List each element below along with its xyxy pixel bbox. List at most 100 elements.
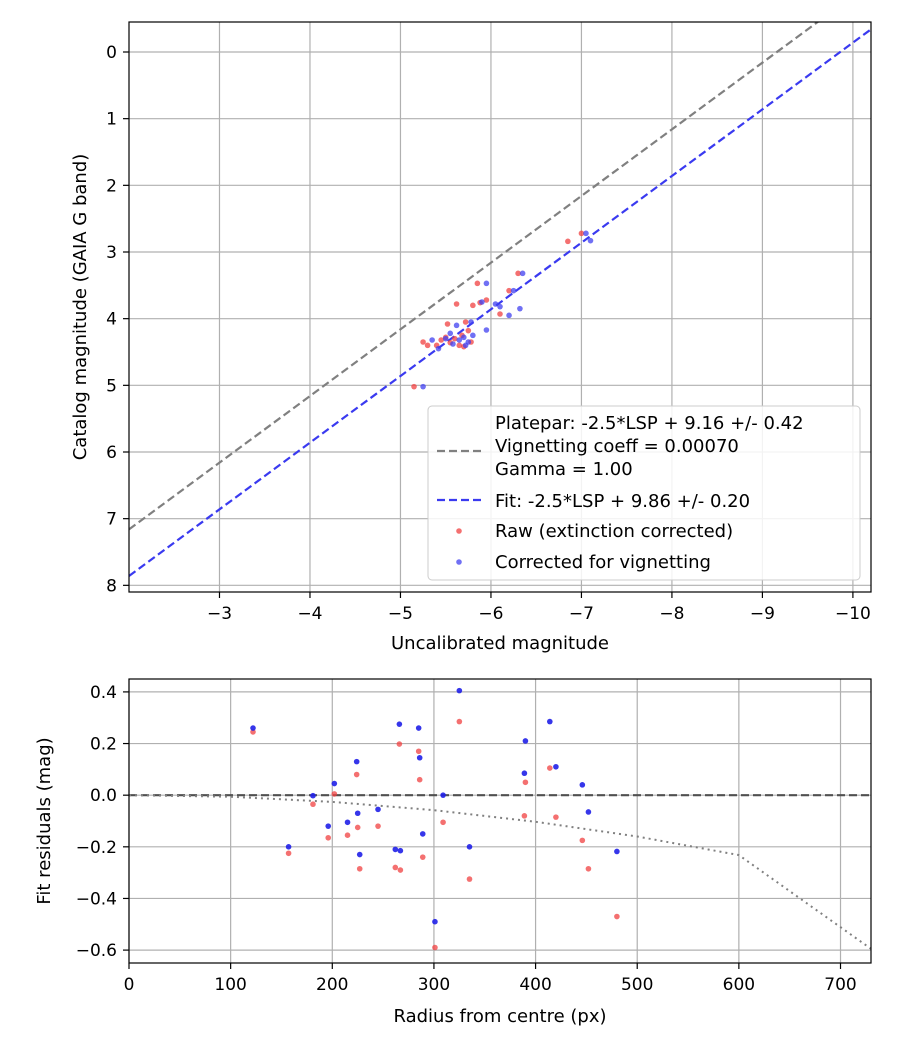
legend-platepar-label-line2: Vignetting coeff = 0.00070: [495, 436, 739, 457]
top-corrected-point: [510, 287, 517, 294]
bottom-raw-point: [354, 824, 361, 831]
top-legend: Platepar: -2.5*LSP + 9.16 +/- 0.42 Vigne…: [427, 405, 861, 581]
top-y-tick-label: 1: [106, 110, 117, 130]
legend-platepar-label-line3: Gamma = 1.00: [495, 459, 633, 480]
top-corrected-point: [483, 327, 490, 333]
bottom-raw-point: [432, 944, 438, 951]
bottom-raw-point: [392, 864, 399, 871]
bottom-corrected-point: [353, 758, 360, 765]
bottom-corrected-point: [250, 725, 256, 731]
bottom-corrected-point: [440, 792, 446, 798]
bottom-corrected-point: [310, 792, 316, 799]
top-raw-point: [483, 297, 490, 303]
top-y-tick-label: 5: [106, 376, 117, 396]
legend-raw-label: Raw (extinction corrected): [495, 521, 733, 542]
top-x-tick-label: −6: [478, 604, 503, 624]
bottom-y-tick-label: −0.2: [76, 838, 117, 858]
magnitude-calibration-chart: −3 −4 −5 −6 −7 −8 −9 −10 0 1 2 3 4 5 6 7 8 Uncalibrated…: [70, 21, 872, 654]
top-y-tick-label: 7: [106, 510, 117, 530]
top-y-tick-label: 8: [106, 576, 117, 596]
top-raw-point: [470, 302, 476, 309]
bottom-raw-point: [310, 801, 316, 808]
top-y-axis-label: Catalog magnitude (GAIA G band): [70, 154, 91, 461]
top-raw-point: [456, 342, 463, 349]
top-y-tick-label: 2: [106, 176, 117, 196]
bottom-x-tick-label: 300: [418, 975, 450, 995]
legend-fit-label: Fit: -2.5*LSP + 9.86 +/- 0.20: [495, 491, 750, 512]
bottom-corrected-point: [325, 823, 332, 829]
bottom-raw-point: [419, 854, 426, 860]
legend-corrected-label: Corrected for vignetting: [495, 552, 711, 573]
bottom-raw-point: [456, 718, 463, 725]
top-corrected-point: [450, 341, 456, 347]
bottom-raw-point: [344, 832, 351, 838]
top-raw-point: [462, 319, 469, 325]
bottom-raw-point: [522, 779, 529, 786]
top-raw-point: [451, 335, 458, 342]
bottom-corrected-point: [397, 847, 404, 854]
top-raw-point: [515, 270, 521, 277]
top-raw-point: [444, 321, 451, 327]
bottom-x-tick-label: 100: [214, 975, 246, 995]
top-y-tick-label: 0: [106, 43, 117, 63]
top-x-tick-label: −7: [569, 604, 594, 624]
top-corrected-point: [497, 303, 503, 310]
bottom-raw-point: [353, 771, 360, 778]
top-raw-point: [420, 339, 426, 345]
top-corrected-point: [468, 319, 474, 325]
bottom-corrected-point: [585, 809, 592, 815]
bottom-raw-point: [375, 823, 381, 829]
top-raw-point: [578, 230, 585, 237]
top-x-tick-label: −8: [659, 604, 684, 624]
fit-residuals-chart: 0 100 200 300 400 500 600 700 0.4 0.2 0.0 −0.2 −0.4…: [34, 678, 872, 1027]
top-x-tick-label: −5: [388, 604, 413, 624]
top-platepar-line: [129, 22, 820, 531]
bottom-raw-point: [397, 867, 404, 873]
legend-raw-marker: [456, 528, 462, 534]
bottom-x-tick-label: 600: [723, 975, 755, 995]
bottom-x-tick-label: 0: [124, 975, 135, 995]
top-fit-line: [129, 28, 871, 577]
bottom-corrected-point: [285, 844, 292, 850]
bottom-raw-point: [396, 741, 403, 747]
bottom-x-tick-label: 700: [824, 975, 856, 995]
bottom-x-tick-label: 500: [621, 975, 653, 995]
bottom-raw-point: [553, 814, 559, 820]
top-y-tick-label: 6: [106, 443, 117, 463]
top-corrected-point: [456, 337, 463, 343]
top-y-tick-label: 3: [106, 243, 117, 263]
legend-platepar-label-line1: Platepar: -2.5*LSP + 9.16 +/- 0.42: [495, 413, 804, 434]
bottom-corrected-point: [547, 718, 553, 725]
top-corrected-point: [465, 339, 472, 345]
top-raw-point: [411, 383, 417, 390]
bottom-raw-point: [466, 876, 473, 882]
top-raw-point: [506, 287, 512, 294]
bottom-corrected-point: [521, 770, 528, 777]
top-corrected-point: [492, 301, 499, 307]
bottom-x-axis-label: Radius from centre (px): [393, 1006, 606, 1027]
bottom-raw-point: [325, 834, 332, 841]
top-corrected-point: [583, 230, 589, 237]
bottom-y-tick-label: −0.6: [76, 941, 117, 961]
top-x-tick-label: −9: [750, 604, 775, 624]
top-raw-point: [453, 301, 460, 307]
bottom-corrected-point: [344, 819, 351, 826]
top-corrected-point: [420, 383, 426, 390]
bottom-corrected-point: [579, 782, 586, 788]
top-corrected-point: [429, 337, 435, 343]
bottom-corrected-point: [522, 738, 529, 744]
bottom-raw-point: [416, 776, 423, 783]
top-raw-point: [497, 311, 503, 317]
bottom-raw-point: [547, 765, 553, 771]
top-raw-point: [438, 337, 444, 343]
top-corrected-point: [435, 345, 442, 352]
bottom-raw-point: [331, 791, 338, 797]
bottom-corrected-point: [416, 754, 423, 761]
top-corrected-point: [461, 334, 467, 341]
bottom-y-tick-label: −0.4: [76, 889, 117, 909]
top-y-tick-label: 4: [106, 310, 117, 330]
top-corrected-point: [442, 335, 449, 342]
bottom-x-tick-label: 200: [316, 975, 348, 995]
bottom-raw-point: [614, 913, 620, 920]
top-corrected-point: [470, 332, 476, 339]
